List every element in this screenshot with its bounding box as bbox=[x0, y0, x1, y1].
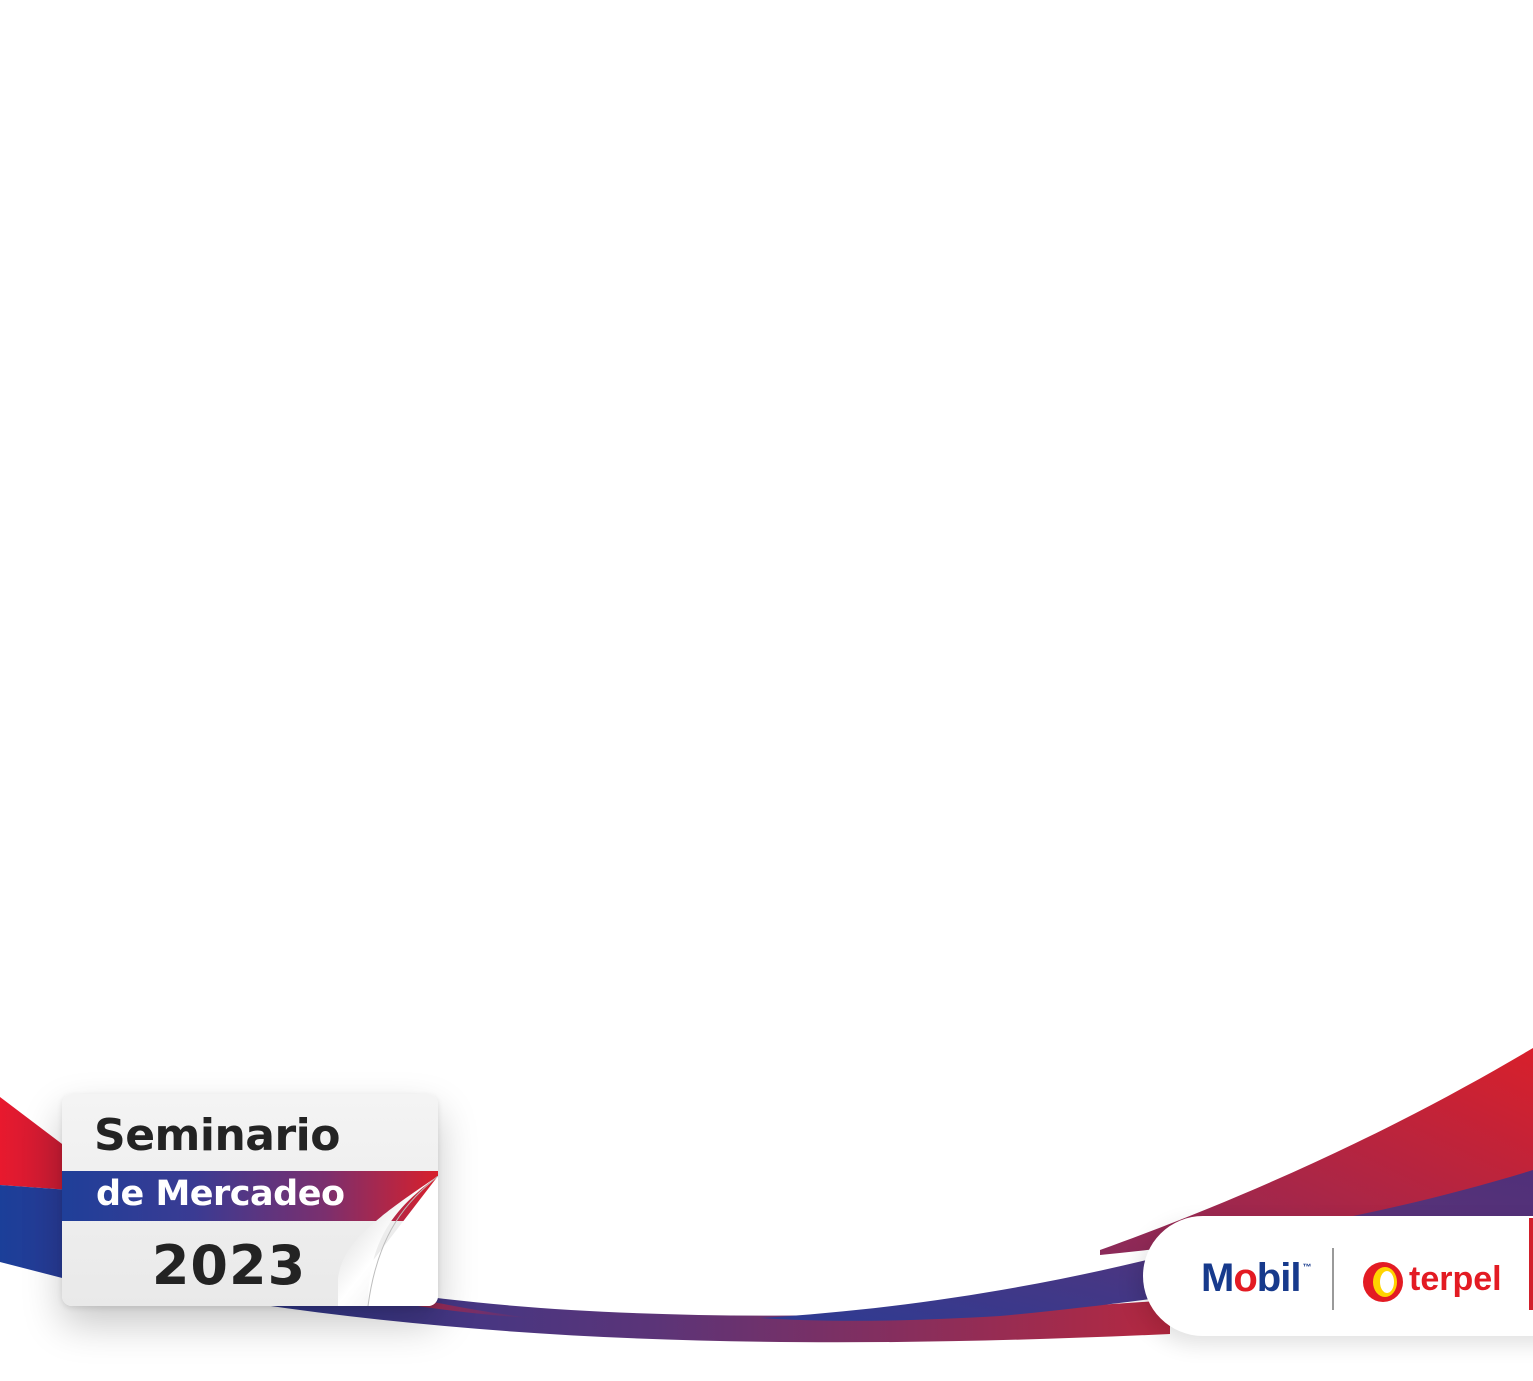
mobil-logo: Mobil ™ bbox=[1201, 1256, 1311, 1301]
right-edge-stripe bbox=[1529, 1218, 1533, 1310]
left-red-ribbon bbox=[0, 1097, 70, 1190]
terpel-logo-text: terpel bbox=[1409, 1260, 1502, 1298]
terpel-drop-icon bbox=[1363, 1262, 1403, 1302]
right-red-ribbon bbox=[1100, 1048, 1533, 1255]
trademark-symbol: ™ bbox=[1302, 1262, 1311, 1272]
bottom-ribbon bbox=[230, 1290, 1170, 1343]
badge-title: Seminario bbox=[94, 1110, 341, 1161]
seminar-badge: Seminario de Mercadeo 2023 bbox=[62, 1094, 438, 1306]
badge-band: de Mercadeo bbox=[62, 1171, 438, 1221]
badge-year: 2023 bbox=[151, 1234, 307, 1297]
brand-logos-panel: Mobil ™ terpel bbox=[1143, 1216, 1533, 1336]
mobil-logo-rest: bil bbox=[1256, 1256, 1302, 1300]
left-blue-ribbon bbox=[0, 1185, 70, 1280]
page-curl-icon bbox=[338, 1176, 438, 1306]
badge-subtitle: de Mercadeo bbox=[96, 1174, 345, 1214]
mobil-logo-o: o bbox=[1233, 1256, 1257, 1300]
mobil-logo-m: M bbox=[1201, 1256, 1234, 1300]
logo-divider bbox=[1332, 1248, 1334, 1310]
